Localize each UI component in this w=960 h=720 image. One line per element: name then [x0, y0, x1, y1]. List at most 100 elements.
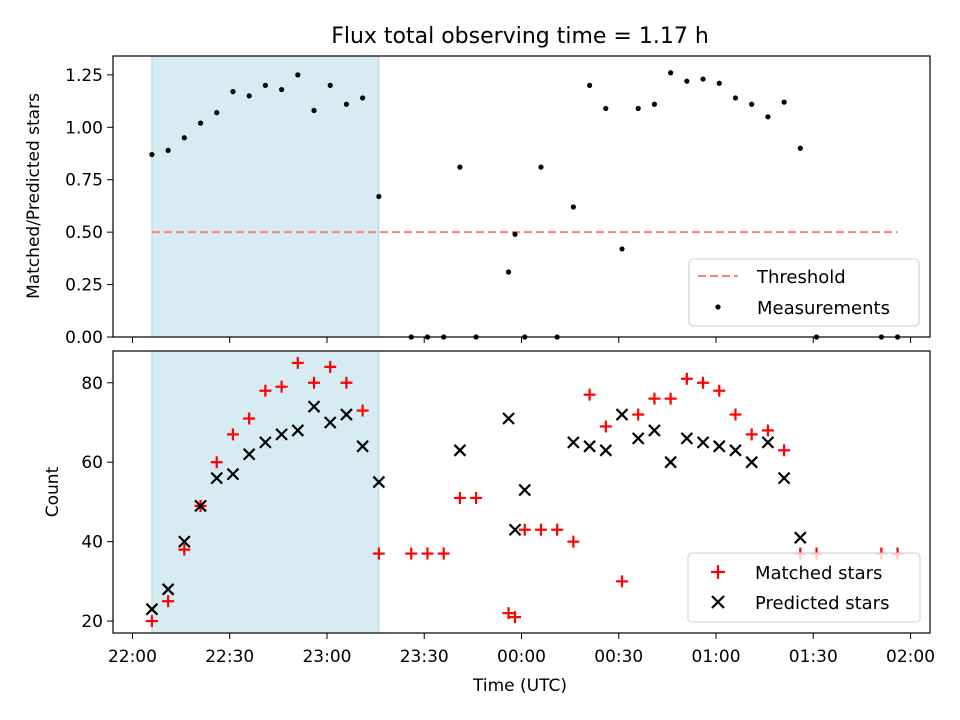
matched-star-point [616, 575, 629, 588]
matched-star-point [291, 356, 304, 369]
matched-star-point [340, 376, 353, 389]
predicted-star-point-b [145, 602, 159, 616]
matched-star-point [632, 408, 645, 421]
matched-star-point [178, 543, 191, 556]
predicted-star-point-b [291, 424, 305, 437]
measurement-point [295, 72, 301, 78]
matched-star-point [518, 523, 531, 536]
predicted-star-point-b [615, 408, 629, 421]
predicted-star-point [712, 440, 726, 453]
measurement-point [327, 82, 333, 88]
matched-legend-label: Matched stars [755, 563, 882, 584]
predicted-star-point [518, 483, 532, 497]
threshold-legend-label: Threshold [756, 267, 846, 288]
matched-star-point [210, 456, 223, 469]
count-x-tick-label: 22:30 [205, 647, 254, 667]
ratio-y-tick-label: 0.50 [65, 223, 103, 243]
count-x-tick-label: 01:30 [789, 647, 838, 667]
matched-star-point [664, 392, 677, 405]
count-x-tick-label: 02:00 [886, 647, 935, 667]
ratio-legend-box [688, 258, 920, 327]
matched-star-point [372, 547, 385, 560]
predicted-star-point [777, 471, 791, 485]
measurement-point [684, 78, 690, 84]
predicted-star-point-b [226, 467, 240, 481]
measurement-point [311, 107, 317, 114]
measurement-point [360, 95, 366, 101]
predicted-star-point [356, 440, 369, 453]
predicted-star-point-b [599, 444, 613, 457]
measurement-point [278, 86, 285, 93]
measurement-point [635, 105, 641, 112]
ratio-y-axis-label: Matched/Predicted stars [24, 93, 44, 299]
predicted-star-point-b [502, 412, 515, 425]
predicted-star-point [275, 428, 288, 441]
measurement-point [651, 101, 658, 107]
predicted-star-point-b [696, 436, 710, 449]
predicted-star-point-b [712, 440, 726, 453]
predicted-star-point [567, 436, 580, 449]
predicted-star-point-b [161, 583, 175, 596]
measurement-point [246, 93, 252, 99]
predicted-star-point [340, 408, 353, 421]
count-x-tick-label: 01:00 [692, 647, 741, 667]
matched-star-point [729, 408, 742, 421]
measurement-point [505, 269, 512, 275]
matched-star-point [745, 428, 758, 441]
predicted-star-point [178, 535, 191, 548]
predicted-star-point [745, 455, 758, 469]
matched-star-point [697, 376, 710, 389]
predicted-star-point-b [178, 535, 191, 548]
predicted-star-point [680, 432, 694, 445]
predicted-star-point [372, 475, 386, 489]
predicted-star-point [696, 436, 710, 449]
matched-star-point [534, 523, 547, 536]
count-y-tick-label: 80 [81, 374, 103, 394]
ratio-shaded-span [151, 55, 380, 338]
count-x-tick-label: 00:30 [594, 647, 643, 667]
ratio-y-tick-label: 0.75 [65, 171, 103, 191]
measurement-point [765, 114, 771, 120]
matched-star-point [405, 547, 418, 560]
predicted-star-point-b [777, 471, 791, 485]
measurement-point [230, 89, 236, 95]
matched-star-point [713, 384, 726, 397]
matched-star-point [761, 424, 774, 437]
measurement-point [343, 101, 350, 107]
predicted-star-point [226, 467, 240, 481]
matched-star-point [583, 388, 596, 401]
matched-star-point [421, 547, 434, 560]
predicted-star-point-b [761, 436, 775, 449]
measurement-point [376, 193, 382, 200]
matched-star-point [680, 372, 693, 385]
matched-star-point [778, 444, 791, 457]
measurement-point [781, 99, 787, 105]
measurement-point [749, 101, 755, 107]
count-x-axis-label: Time (UTC) [472, 676, 567, 696]
measurement-point [732, 95, 739, 101]
measurement-point [603, 105, 609, 112]
measurement-point [619, 246, 625, 252]
measurement-point [197, 120, 204, 126]
ratio-y-tick-label: 0.25 [65, 276, 103, 296]
count-x-tick-label: 23:00 [302, 647, 351, 667]
predicted-star-point [631, 432, 645, 445]
predicted-star-point [194, 499, 207, 513]
matched-star-point [470, 491, 483, 504]
ratio-y-axis: 0.00 0.25 0.50 0.75 1.00 1.25 [65, 66, 113, 348]
count-y-tick-label: 40 [81, 533, 103, 553]
predicted-star-point-b [518, 483, 532, 497]
measurement-point [512, 231, 518, 237]
ratio-legend: Threshold Measurements [688, 258, 920, 327]
measurement-point [716, 80, 722, 86]
predicted-star-point [242, 447, 256, 461]
count-legend: Matched stars Predicted stars [687, 552, 921, 623]
matched-star-point [324, 360, 337, 373]
predicted-star-point-b [194, 499, 207, 513]
predicted-star-point-b [794, 531, 807, 544]
predicted-star-point [648, 424, 661, 437]
predicted-star-point [508, 523, 522, 537]
measurements-legend-swatch [715, 304, 721, 310]
count-y-tick-label: 20 [81, 612, 103, 632]
predicted-star-point-b [210, 471, 224, 485]
